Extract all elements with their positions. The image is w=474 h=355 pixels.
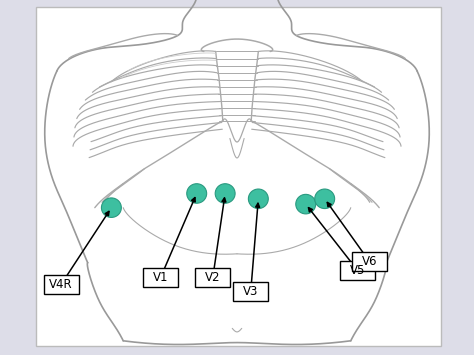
Text: V2: V2 — [205, 271, 220, 284]
FancyBboxPatch shape — [36, 7, 441, 346]
Text: V3: V3 — [243, 285, 258, 298]
Text: V1: V1 — [153, 271, 168, 284]
Ellipse shape — [248, 189, 268, 208]
FancyBboxPatch shape — [340, 261, 375, 280]
FancyBboxPatch shape — [352, 252, 387, 271]
FancyBboxPatch shape — [233, 282, 268, 301]
Text: V6: V6 — [362, 255, 377, 268]
Ellipse shape — [315, 189, 335, 208]
Ellipse shape — [187, 184, 207, 203]
FancyBboxPatch shape — [44, 275, 79, 294]
Text: V5: V5 — [350, 264, 365, 277]
Text: V4R: V4R — [49, 278, 73, 291]
Ellipse shape — [215, 184, 235, 203]
FancyBboxPatch shape — [143, 268, 178, 287]
FancyBboxPatch shape — [195, 268, 230, 287]
Ellipse shape — [296, 195, 316, 214]
Ellipse shape — [101, 198, 121, 217]
